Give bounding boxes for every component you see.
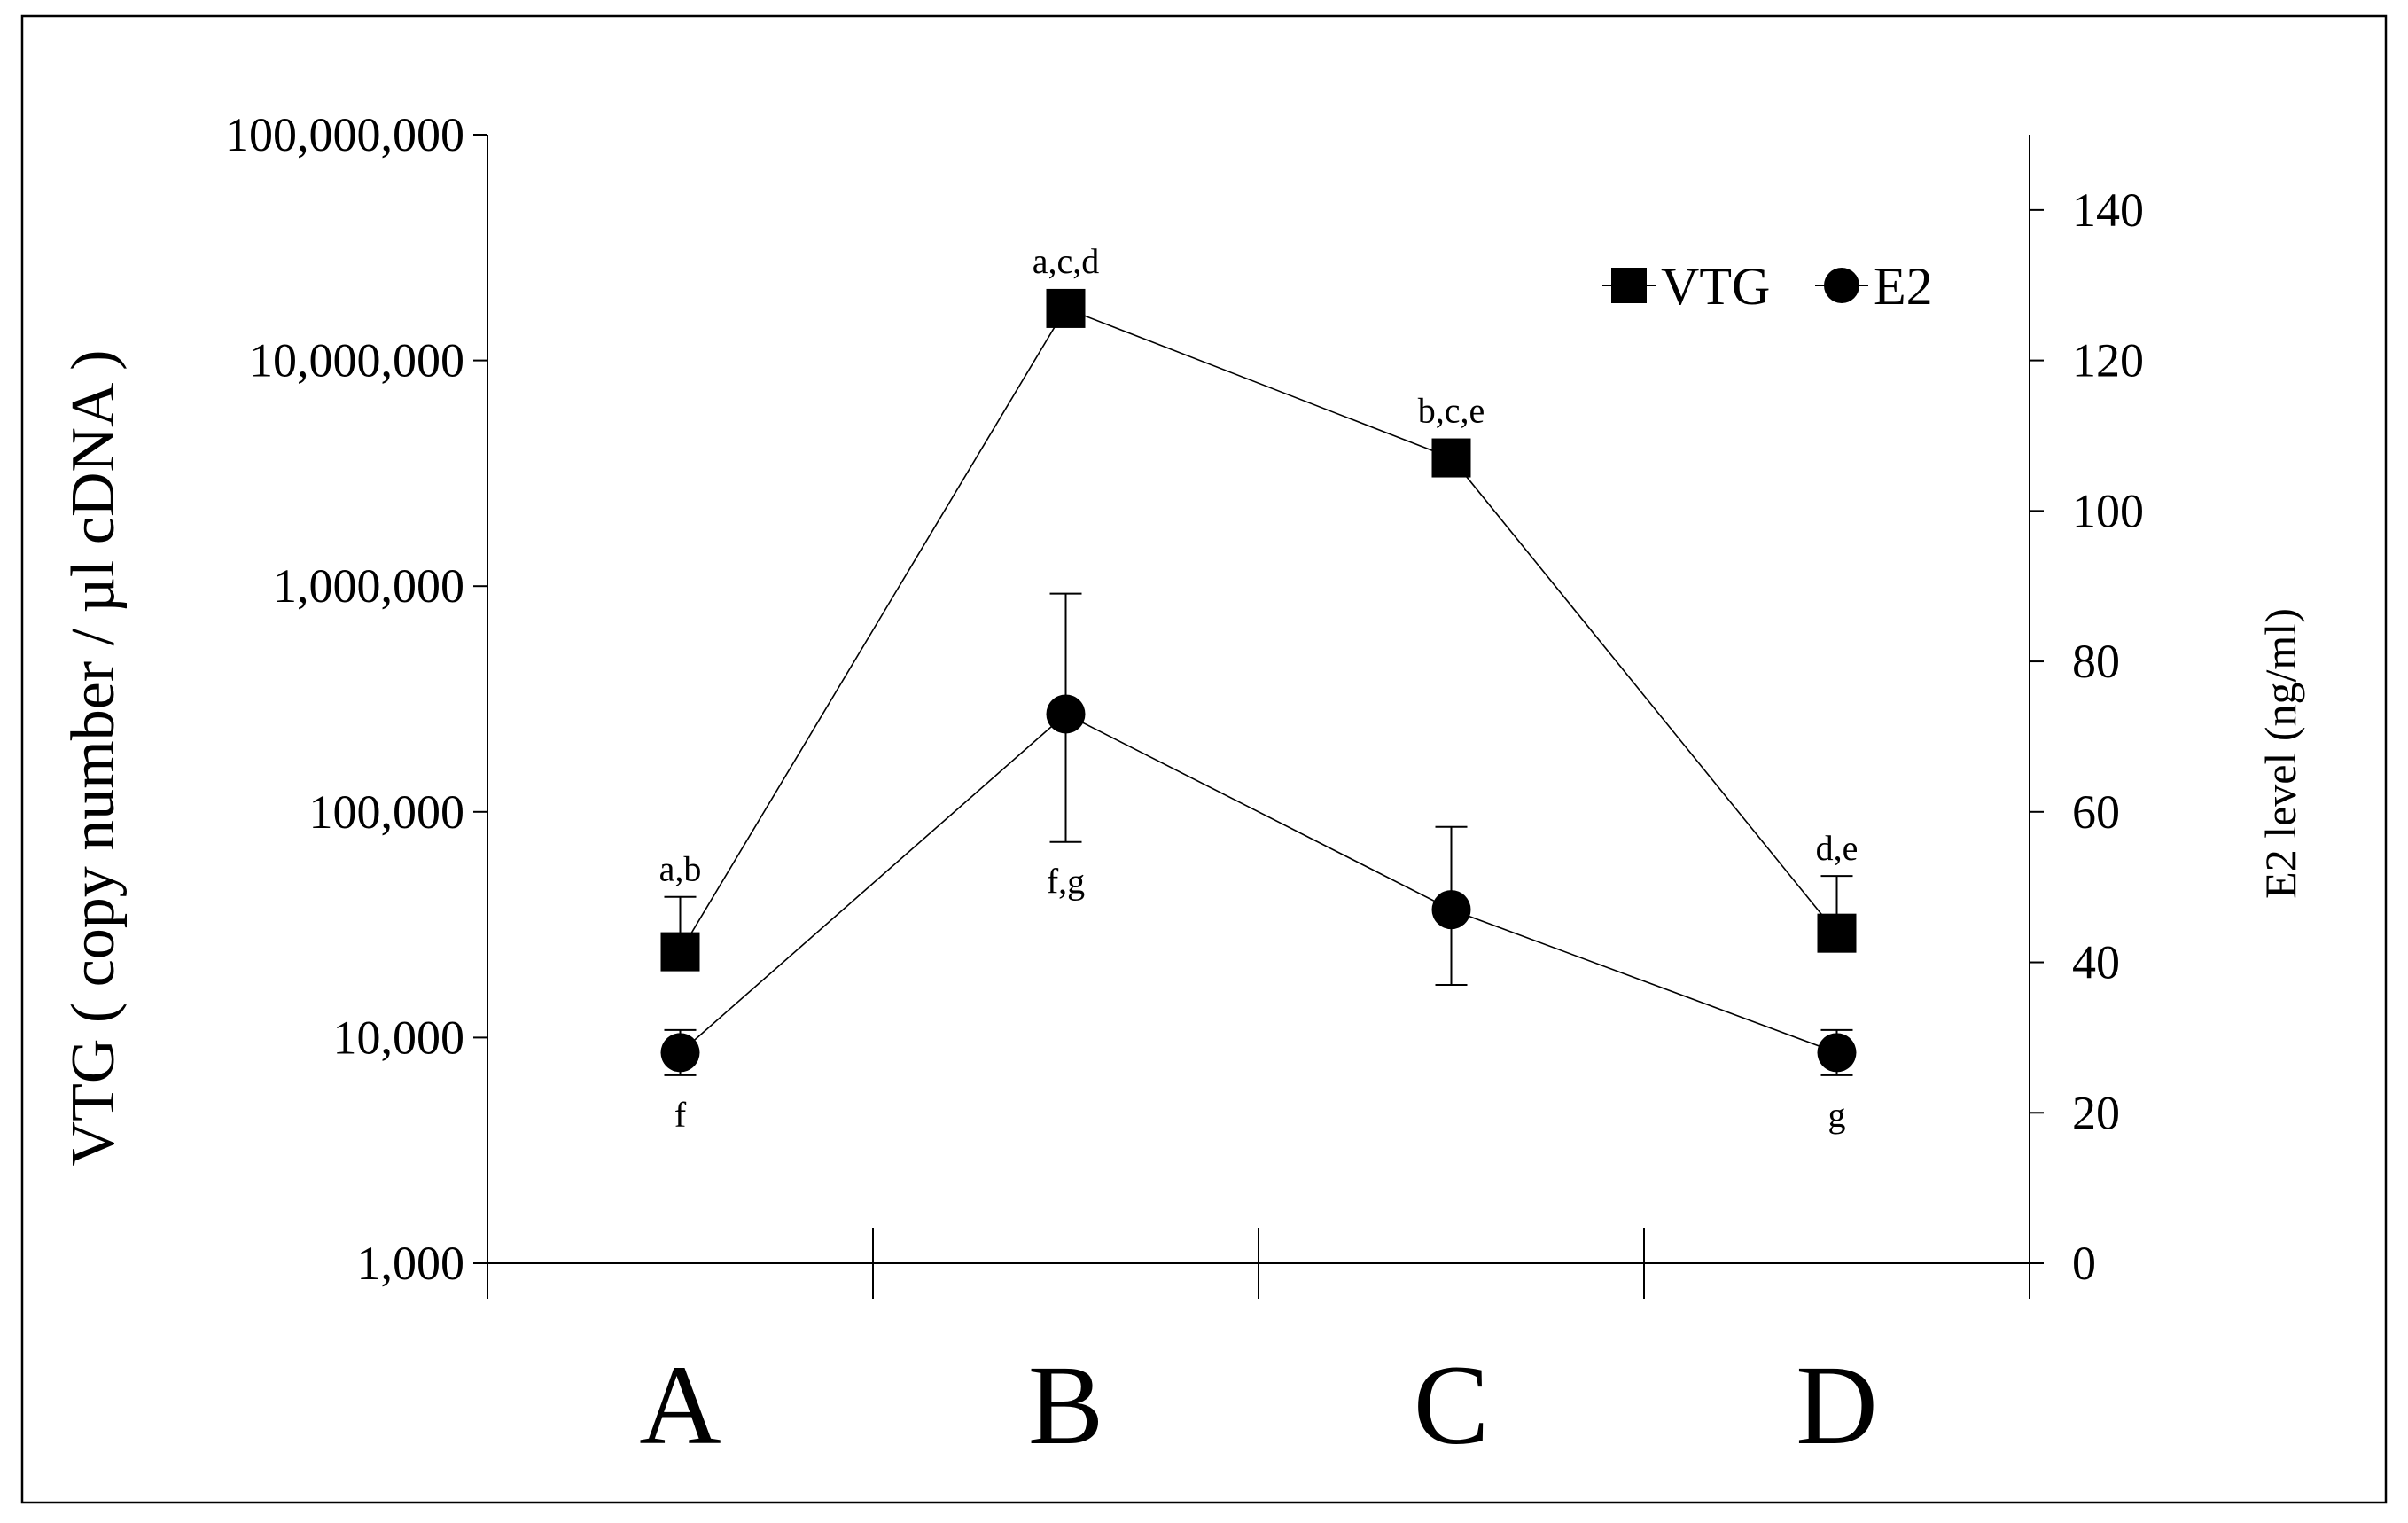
- y-right-tick-label: 120: [2072, 334, 2144, 387]
- y-left-tick-label: 100,000: [309, 785, 465, 839]
- legend-marker-circle: [1824, 268, 1859, 303]
- data-point-square: [1046, 288, 1086, 328]
- legend: VTG E2: [1602, 257, 1933, 316]
- y-right-tick-label: 140: [2072, 184, 2144, 237]
- data-point-circle: [1046, 694, 1086, 734]
- y-right-tick-label: 100: [2072, 484, 2144, 537]
- series-E2: f f,g g: [660, 592, 1857, 1135]
- y-left-tick-label: 10,000: [333, 1011, 465, 1064]
- significance-label: a,c,d: [1033, 241, 1100, 281]
- legend-item-E2: E2: [1815, 257, 1933, 316]
- data-point-square: [660, 932, 700, 972]
- legend-label: VTG: [1661, 257, 1770, 316]
- series-layer: a,b a,c,d b,c,e d,e f f,g g: [659, 241, 1859, 1135]
- y-left-tick-label: 1,000: [357, 1237, 465, 1290]
- series-VTG: a,b a,c,d b,c,e d,e: [659, 241, 1859, 972]
- significance-label: f,g: [1047, 862, 1085, 902]
- axes: 1,000 10,000 100,000 1,000,000 10,000,000 100…: [225, 108, 2144, 1468]
- legend-item-VTG: VTG: [1602, 257, 1770, 316]
- y-axis-left-label: VTG ( copy number / µl cDNA ): [59, 350, 128, 1167]
- y-right-tick-label: 60: [2072, 785, 2120, 839]
- y-right-tick-label: 80: [2072, 635, 2120, 688]
- significance-label: f: [674, 1095, 687, 1135]
- x-category-label: A: [639, 1342, 721, 1468]
- significance-label: a,b: [659, 849, 702, 889]
- data-point-circle: [1431, 890, 1471, 930]
- x-category-label: C: [1414, 1342, 1489, 1468]
- y-right-tick-label: 0: [2072, 1237, 2096, 1290]
- data-point-square: [1817, 913, 1857, 953]
- y-right-tick-label: 40: [2072, 936, 2120, 989]
- legend-label: E2: [1874, 257, 1933, 316]
- y-left-tick-label: 1,000,000: [273, 559, 464, 613]
- significance-label: g: [1828, 1095, 1846, 1135]
- data-point-circle: [660, 1033, 700, 1073]
- x-category-label: D: [1796, 1342, 1877, 1468]
- legend-marker-square: [1611, 268, 1647, 303]
- significance-label: b,c,e: [1418, 391, 1485, 431]
- y-right-tick-label: 20: [2072, 1086, 2120, 1139]
- data-point-circle: [1817, 1033, 1857, 1073]
- outer-frame: [20, 14, 2388, 1504]
- y-axis-right-label: E2 level (ng/ml): [2256, 608, 2305, 899]
- significance-label: d,e: [1816, 828, 1859, 868]
- y-left-tick-label: 100,000,000: [225, 108, 464, 161]
- data-point-square: [1431, 438, 1471, 478]
- y-left-tick-label: 10,000,000: [249, 334, 464, 387]
- x-category-label: B: [1028, 1342, 1103, 1468]
- series-line: [679, 307, 1838, 953]
- series-line: [679, 713, 1837, 1054]
